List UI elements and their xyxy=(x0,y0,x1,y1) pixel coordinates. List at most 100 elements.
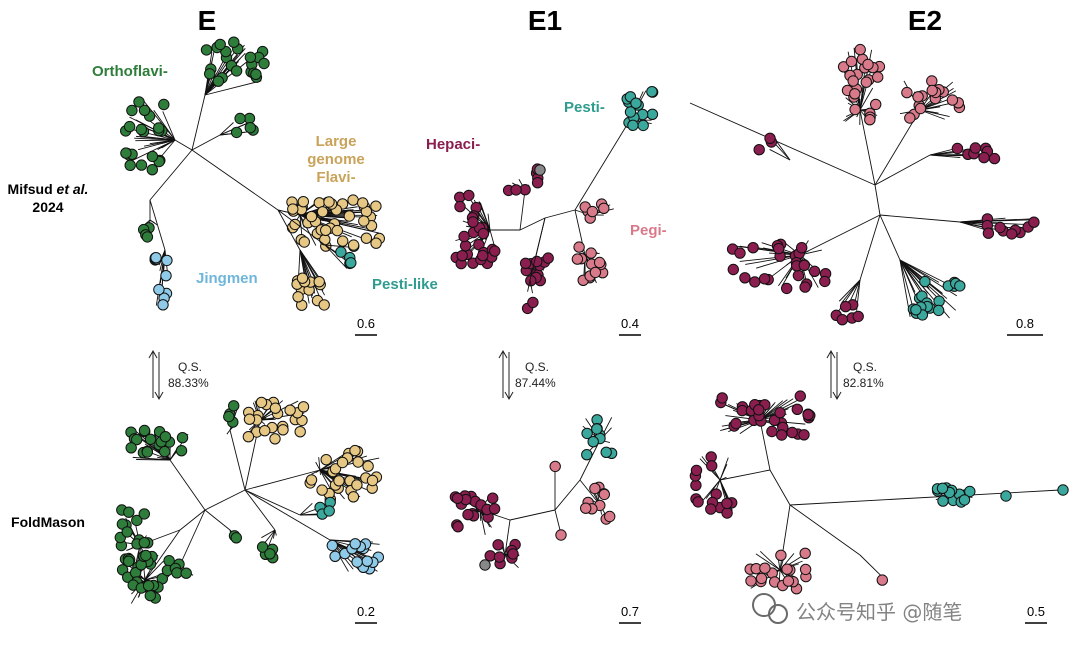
e-top-internal xyxy=(191,149,279,211)
e2-bottom-pegi-leaf xyxy=(759,562,771,574)
e1-top-pegi-b-leaf xyxy=(589,266,602,279)
e2-top-pesti-leaf xyxy=(954,280,966,292)
e1-bottom-internal xyxy=(509,509,556,521)
e2-top-pesti-branch xyxy=(899,259,943,295)
e-bottom-large-b-branch xyxy=(315,461,321,471)
e-bottom-large-a-leaf xyxy=(259,425,271,437)
e1-top-hepaci-b-stem xyxy=(519,189,526,231)
e-bottom-large-b-leaf xyxy=(366,474,379,487)
e-bottom-ortho-f-branch xyxy=(261,529,276,539)
e2-bottom-hepaci-a-leaf xyxy=(798,429,810,441)
e-top-large-leaf xyxy=(320,224,332,237)
e1-top-hepaci-a-leaf xyxy=(456,250,468,262)
e-bottom-large-a-leaf xyxy=(269,433,281,445)
e2-bottom-hepaci-a-leaf xyxy=(786,426,798,439)
e1-top-hepaci-a-leaf xyxy=(454,200,466,213)
e2-top-pegi-a-leaf xyxy=(860,76,872,88)
e1-top-internal xyxy=(544,209,576,219)
e1-bottom-pesti-stem xyxy=(579,439,601,481)
e1-bottom-hepaci-b-leaf xyxy=(493,551,506,563)
e-bottom-jingmen-leaf xyxy=(329,550,341,562)
e1-bottom-hepaci-b-stem xyxy=(504,519,511,556)
e2-top-hepaci-c-leaf xyxy=(796,242,808,254)
e2-top-pesti-leaf xyxy=(919,275,931,288)
scale-bar-e1-bottom-label: 0.7 xyxy=(621,604,639,619)
e-bottom-ortho-f-branch xyxy=(272,529,276,539)
e-top-orthoflavi-a-stem xyxy=(191,94,206,151)
e2-bottom-hepaci-a-leaf xyxy=(802,409,814,421)
e-bottom-ortho-b-leaf xyxy=(138,424,151,437)
e-bottom-ortho-f-stem xyxy=(244,489,276,531)
clade-label-jingmen: Jingmen xyxy=(196,270,258,287)
e2-top-pesti-stem xyxy=(879,214,901,261)
e-top-orthoflavi-b-branch xyxy=(146,136,176,141)
e-bottom-ortho-a-leaf xyxy=(228,400,240,412)
e-bottom-ortho-e-leaf xyxy=(180,567,192,579)
e2-top-pesti-leaf xyxy=(910,304,922,316)
e-top-jingmen-leaf xyxy=(157,299,169,311)
e2-top-hepaci-c-leaf xyxy=(747,242,759,254)
clade-label-orthoflavi: Orthoflavi- xyxy=(92,63,168,80)
e-top-jingmen-leaf xyxy=(161,254,173,267)
e-bottom-ortho-b-leaf xyxy=(159,431,172,443)
e2-top-hepaci-e-branch xyxy=(769,149,791,161)
e1-bottom-pesti-leaf xyxy=(581,449,593,461)
e-bottom-ortho-c-leaf xyxy=(121,526,133,538)
e2-bottom-pegi-branch xyxy=(755,553,781,571)
e-top-large-leaf xyxy=(319,234,331,246)
e1-bottom-pesti-leaf xyxy=(600,446,612,458)
e2-top-pegi-a-leaf xyxy=(872,71,884,83)
row-label-mifsud-year: 2024 xyxy=(32,199,63,215)
e2-bottom-pesti-leaf xyxy=(964,485,976,498)
e-top-orthoflavi-a-branch xyxy=(204,80,262,96)
e-top-orthoflavi-c-branch xyxy=(219,122,234,136)
e2-bottom-pesti-leaf xyxy=(958,494,971,506)
e1-top-pegi-b-leaf xyxy=(571,253,584,265)
e2-bottom-hepaci-b-stem xyxy=(719,469,771,481)
e-top-orthoflavi-a-leaf xyxy=(250,68,262,81)
e2-top-pegi-a-branch xyxy=(859,87,874,111)
e1-top-hepaci-c-leaf xyxy=(542,252,554,264)
e-bottom-ortho-b-leaf xyxy=(144,433,157,445)
e-top-orthoflavi-a-leaf xyxy=(258,57,270,70)
e2-top-hepaci-b-leaf xyxy=(994,221,1006,234)
e2-top-hepaci-c-leaf xyxy=(758,273,771,285)
e-top-orthoflavi-a-branch xyxy=(204,55,227,96)
e-bottom-pesti-stem xyxy=(244,489,301,516)
e-top-orthoflavi-b-leaf xyxy=(138,104,151,117)
e-bottom-large-a-leaf xyxy=(297,401,310,413)
tree-layer xyxy=(114,36,1069,604)
e2-bottom-pegi-leaf xyxy=(755,572,768,585)
e2-bottom-pesti-leaf xyxy=(937,495,949,507)
qs-label-e1: Q.S. xyxy=(525,360,549,374)
e-top-orthoflavi-c-leaf xyxy=(234,112,246,125)
clade-label-pegi: Pegi- xyxy=(630,222,667,239)
e-bottom-ortho-b-branch xyxy=(157,456,171,461)
e-bottom-ortho-b-leaf xyxy=(175,445,188,457)
e-top-large-leaf xyxy=(323,196,335,208)
e-top-pestilike-branch xyxy=(324,244,349,248)
e1-top-hepaci-c-leaf xyxy=(519,257,532,269)
e1-top-pesti-leaf xyxy=(646,86,658,98)
e-top-pestilike-leaf xyxy=(335,246,347,258)
e2-bottom-hepaci-a-leaf xyxy=(776,429,788,441)
e-bottom-jingmen-leaf xyxy=(361,555,373,567)
e2-bottom-hepaci-b-branch xyxy=(719,476,727,481)
e2-bottom-pegi-leaf xyxy=(781,563,793,575)
e-top-orthoflavi-b-leaf xyxy=(158,98,170,111)
e-bottom-ortho-c-leaf xyxy=(138,537,151,549)
e2-top-hepaci-c-leaf xyxy=(781,282,793,295)
e2-bottom-pegi-leaf xyxy=(745,575,757,587)
e-top-large-b-stem xyxy=(277,209,301,251)
e2-top-hepaci-d-branch xyxy=(854,279,861,304)
e1-bottom-hepaci-a-leaf xyxy=(487,492,499,504)
e-top-orthoflavi-b-leaf xyxy=(135,159,148,171)
e2-bottom-hepaci-a-leaf xyxy=(766,425,778,438)
e-top-large-leaf xyxy=(347,194,359,206)
e1-bottom-hepaci-a-leaf xyxy=(451,492,464,504)
e1-top-hepaci-d-branch xyxy=(527,279,531,292)
e2-bottom-hepaci-b-leaf xyxy=(721,507,733,519)
e-bottom-large-b-leaf xyxy=(351,479,363,491)
qs-indicator-e: Q.S. 88.33% xyxy=(148,349,209,401)
